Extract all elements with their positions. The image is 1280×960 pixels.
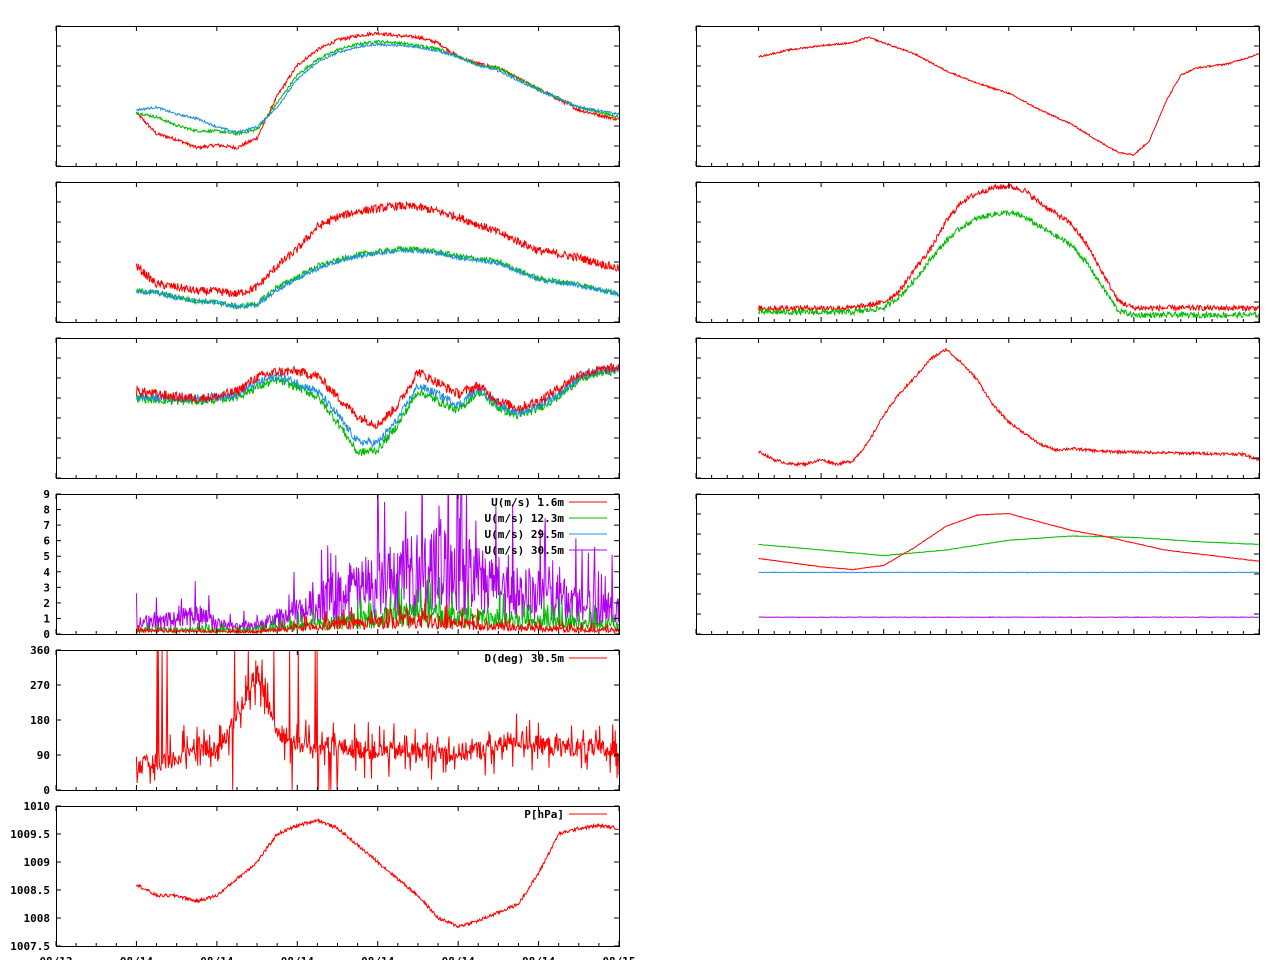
right-column-panels [695,25,1260,635]
y-tick-label: 2 [43,597,50,610]
legend-label: U(m/s) 1.6m [491,496,564,509]
y-tick-label: 1009.5 [10,828,50,841]
series-group [758,513,1259,619]
y-tick-label: 5 [43,550,50,563]
plot-frame [696,182,1260,323]
y-tick-label: 1008 [24,912,51,925]
panel-left-1 [55,25,620,167]
panel-left-5: 0 90 180 270 360 D(deg) 30.5m [30,644,620,797]
series-line-red [135,650,619,790]
series-group [135,817,619,929]
y-tick-label: 1008.5 [10,884,50,897]
plot-frame [56,806,620,947]
y-tick-label: 4 [43,566,50,579]
series-line-red [758,182,1259,313]
panel-left-2 [55,181,620,323]
series-line-green [135,39,619,137]
series-line-green [758,535,1259,557]
y-tick-label: 3 [43,581,50,594]
y-tick-label: 1009 [24,856,51,869]
x-tick-label-date: 08/14 [120,955,153,960]
series-group [135,30,619,151]
plot-frame [56,26,620,167]
series-line-red [758,347,1259,468]
x-tick-label-date: 08/14 [200,955,233,960]
series-group [135,200,619,310]
x-tick-label-date: 08/15 [602,955,635,960]
x-tick-label-date: 08/14 [442,955,475,960]
y-tick-label: 0 [43,628,50,641]
y-tick-label: 1010 [24,800,51,813]
y-tick-label: 0 [43,784,50,797]
y-tick-label: 90 [37,749,50,762]
series-group [135,650,619,790]
y-tick-label: 1007.5 [10,940,50,953]
panel-left-4: 0 1 2 3 4 5 6 7 8 9 U(m/s) 1.6m U(m/s) 12.3m U(m/s) … [43,488,620,641]
x-tick-label-date: 08/13 [39,955,72,960]
y-tick-label: 270 [30,679,50,692]
legend-label: U(m/s) 29.5m [485,528,565,541]
legend-label: U(m/s) 12.3m [485,512,565,525]
plot-frame [56,338,620,479]
panel-left-3 [55,337,620,479]
plot-frame [696,26,1260,167]
y-tick-label: 180 [30,714,50,727]
y-tick-label: 9 [43,488,50,501]
x-tick-label-date: 08/14 [281,955,314,960]
panel-right-4 [695,493,1260,635]
series-line-blue [135,247,619,310]
y-tick-label: 8 [43,504,50,517]
series-line-red [135,200,619,298]
series-line-blue [758,571,1259,574]
plot-frame [56,494,620,635]
legend-label: D(deg) 30.5m [485,652,565,665]
series-line-green [758,209,1259,320]
x-axis-labels: 08/1320:0008/1400:0008/1404:0008/1408:00… [39,955,635,960]
series-line-purple [758,616,1259,619]
series-line-blue [135,42,619,135]
series-group [758,36,1259,157]
legend-label: U(m/s) 30.5m [485,544,565,557]
plot-frame [56,182,620,323]
plot-frame [696,338,1260,479]
panel-right-3 [695,337,1260,479]
y-tick-label: 6 [43,535,50,548]
series-group [758,182,1259,320]
series-line-red [758,36,1259,157]
series-line-purple [135,494,619,633]
panel-right-2 [695,181,1260,323]
plot-frame [696,494,1260,635]
left-column-panels: 0 1 2 3 4 5 6 7 8 9 U(m/s) 1.6m U(m/s) 12.3m U(m/s) … [10,25,620,953]
series-line-red [135,817,619,929]
x-tick-label-date: 08/14 [522,955,555,960]
series-line-red [135,363,619,430]
y-tick-label: 1 [43,612,50,625]
x-tick-label-date: 08/14 [361,955,394,960]
panel-right-1 [695,25,1260,167]
series-line-green [136,245,619,310]
series-line-red [758,513,1259,571]
series-group [758,347,1259,468]
panel-left-6: 1007.5 1008 1008.5 1009 1009.5 1010 P[hPa] [10,800,620,953]
legend-label: P[hPa] [524,808,564,821]
series-group [135,363,619,457]
y-tick-label: 7 [43,519,50,532]
y-tick-label: 360 [30,644,50,657]
